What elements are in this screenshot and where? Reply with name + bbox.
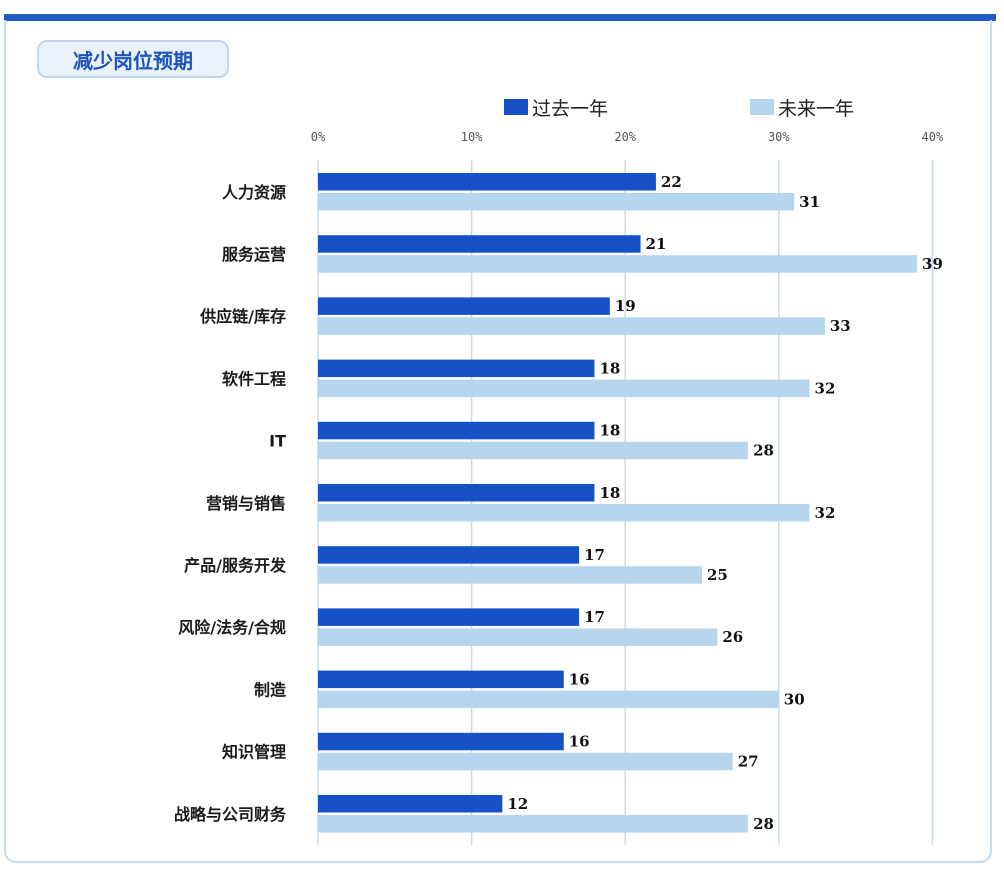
bar — [318, 670, 564, 689]
data-label: 21 — [646, 235, 667, 253]
bar — [318, 752, 733, 771]
legend-swatch-next-year — [750, 99, 774, 115]
data-label: 33 — [830, 317, 851, 335]
bar — [318, 504, 810, 522]
data-label: 31 — [799, 193, 820, 211]
category-label: 人力资源 — [222, 183, 286, 202]
bar — [318, 379, 810, 398]
legend-label-next-year: 未来一年 — [778, 97, 855, 120]
bar — [318, 566, 702, 584]
bar — [318, 317, 825, 335]
category-label: 制造 — [254, 680, 287, 699]
bar — [318, 255, 918, 273]
data-label: 26 — [722, 628, 743, 646]
legend-item-past-year: 过去一年 — [504, 96, 609, 120]
category-label: 知识管理 — [222, 743, 286, 762]
data-label: 16 — [569, 733, 590, 751]
x-tick-label: 0% — [311, 130, 326, 144]
data-label: 27 — [738, 753, 759, 771]
bar — [318, 193, 795, 211]
bar — [318, 608, 580, 626]
category-label: 营销与销售 — [206, 494, 286, 513]
data-label: 32 — [815, 379, 836, 397]
title-badge: 减少岗位预期 — [37, 40, 229, 78]
data-label: 12 — [507, 795, 528, 813]
data-label: 18 — [599, 359, 620, 377]
data-label: 18 — [599, 484, 620, 502]
category-label: 供应链/库存 — [199, 307, 286, 326]
bar — [318, 795, 503, 813]
bar — [318, 815, 749, 833]
data-label: 18 — [599, 422, 620, 440]
header-bar — [4, 14, 996, 21]
panel-frame — [4, 20, 992, 863]
data-label: 28 — [753, 815, 774, 833]
data-label: 19 — [615, 297, 636, 315]
data-label: 39 — [922, 255, 943, 273]
data-label: 17 — [584, 546, 605, 564]
bar — [318, 421, 595, 440]
chart-title: 减少岗位预期 — [73, 48, 193, 73]
category-label: 战略与公司财务 — [174, 805, 287, 824]
data-label: 32 — [815, 504, 836, 522]
bar — [318, 297, 610, 315]
bar — [318, 484, 595, 502]
data-label: 16 — [569, 670, 590, 688]
category-label: 软件工程 — [222, 369, 286, 388]
category-label: 风险/法务/合规 — [178, 618, 286, 637]
bar — [318, 173, 656, 191]
data-label: 17 — [584, 608, 605, 626]
bar — [318, 546, 580, 564]
bar — [318, 628, 718, 646]
data-label: 30 — [784, 690, 805, 708]
legend-item-next-year: 未来一年 — [750, 96, 855, 120]
bar — [318, 235, 641, 253]
bar — [318, 441, 749, 460]
data-label: 25 — [707, 566, 728, 584]
data-label: 28 — [753, 442, 774, 460]
legend-swatch-past-year — [504, 99, 528, 115]
category-label: 产品/服务开发 — [184, 556, 287, 575]
category-label: 服务运营 — [222, 245, 286, 264]
x-tick-label: 30% — [768, 130, 790, 144]
bar — [318, 690, 779, 709]
data-label: 22 — [661, 173, 682, 191]
x-tick-label: 40% — [922, 130, 944, 144]
x-tick-label: 20% — [614, 130, 636, 144]
bar — [318, 732, 564, 751]
category-label: IT — [269, 432, 286, 451]
bar — [318, 359, 595, 378]
legend-label-past-year: 过去一年 — [532, 97, 609, 120]
x-tick-label: 10% — [461, 130, 483, 144]
